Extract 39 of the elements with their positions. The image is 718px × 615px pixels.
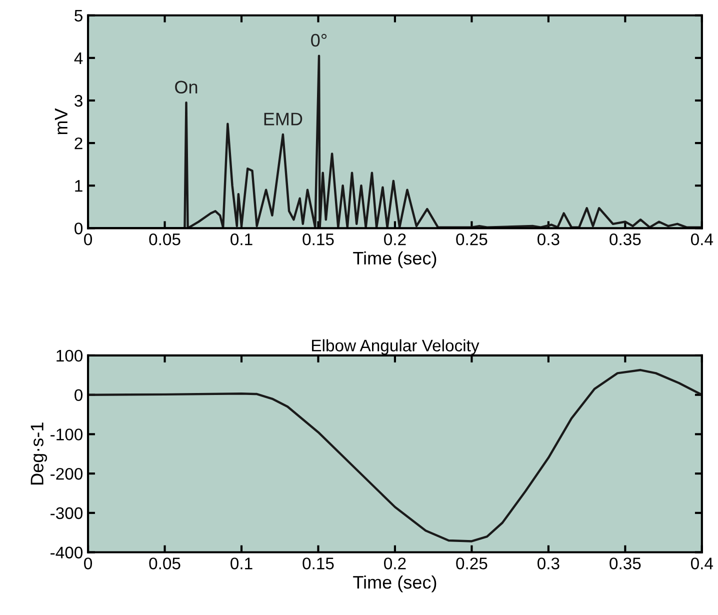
y-tick-label: 5 — [74, 10, 82, 22]
y-tick-label: 0 — [74, 222, 83, 234]
y-tick-label: -100 — [50, 428, 83, 440]
x-tick-label: 0.2 — [384, 558, 406, 570]
y-tick-label: 0 — [74, 389, 83, 402]
x-tick-label: 0 — [84, 233, 92, 246]
annotation: EMD — [264, 112, 302, 126]
annotation: 0° — [311, 34, 327, 47]
x-tick-label: 0.35 — [610, 233, 641, 246]
x-tick-label: 0.3 — [538, 558, 560, 570]
y-axis-title: mV — [54, 108, 68, 134]
x-axis-title: Time (sec) — [353, 251, 436, 268]
x-tick-label: 0.35 — [610, 558, 641, 570]
x-tick-label: 0.1 — [230, 558, 252, 570]
x-tick-label: 0.15 — [302, 233, 334, 246]
line-series — [88, 368, 702, 542]
x-tick-label: 0.4 — [690, 558, 714, 570]
chart-title: Elbow Angular Velocity — [312, 339, 480, 355]
y-tick-label: 3 — [74, 94, 82, 107]
x-tick-label: 0.05 — [149, 558, 180, 570]
y-tick-label: 1 — [75, 180, 82, 192]
x-tick-label: 0.4 — [690, 233, 714, 246]
y-tick-label: 4 — [74, 52, 83, 64]
x-tick-label: 0.3 — [538, 233, 560, 246]
y-axis-title: Deg·s-1 — [30, 422, 48, 484]
x-axis-title: Time (sec) — [353, 575, 436, 592]
x-tick-label: 0.25 — [456, 233, 488, 246]
x-tick-label: 0 — [84, 558, 92, 570]
y-tick-label: -200 — [50, 468, 83, 480]
y-tick-label: -400 — [50, 546, 83, 558]
y-tick-label: 100 — [56, 350, 83, 362]
x-tick-label: 0.15 — [302, 558, 334, 570]
x-tick-label: 0.25 — [456, 558, 488, 570]
x-tick-label: 0.1 — [230, 233, 252, 246]
annotation: On — [175, 80, 198, 94]
y-tick-label: -300 — [50, 507, 83, 520]
y-tick-label: 2 — [74, 137, 82, 150]
x-tick-label: 0.2 — [384, 233, 406, 246]
x-tick-label: 0.05 — [149, 233, 180, 246]
